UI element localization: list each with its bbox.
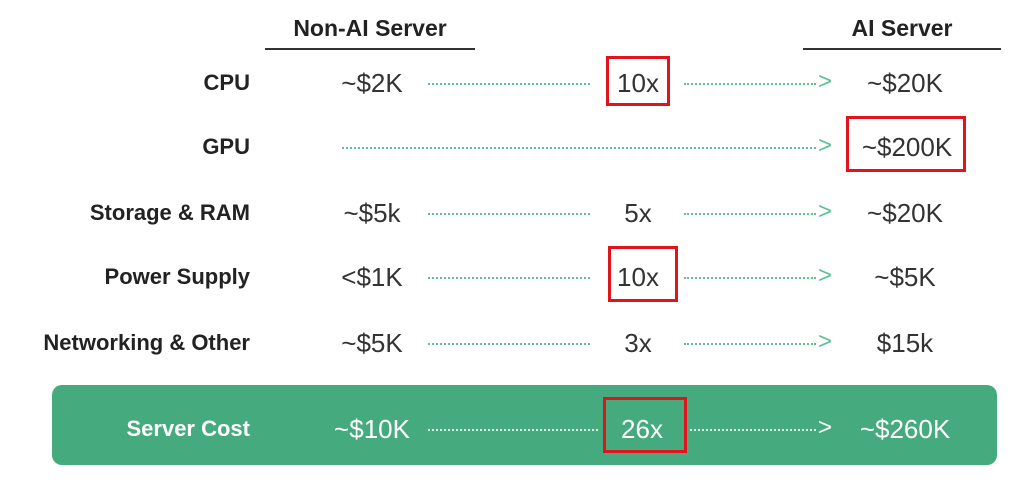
highlight-box bbox=[608, 246, 678, 302]
arrow-head-icon: > bbox=[818, 132, 833, 159]
storage-ram-row: Storage & RAM ~$5k 5x > ~$20K bbox=[0, 188, 1018, 238]
highlight-box bbox=[606, 56, 670, 106]
dotted-connector bbox=[428, 277, 590, 279]
dotted-connector bbox=[684, 343, 816, 345]
non-ai-value: ~$5K bbox=[341, 328, 403, 358]
dotted-connector bbox=[690, 429, 816, 431]
server-cost-bar bbox=[52, 385, 997, 465]
multiplier-value: 10x bbox=[617, 68, 659, 98]
ai-value: ~$200K bbox=[861, 132, 953, 162]
cpu-row: CPU ~$2K 10x > ~$20K bbox=[0, 58, 1018, 108]
multiplier-value: 3x bbox=[624, 328, 652, 358]
arrow-head-icon: > bbox=[818, 198, 833, 225]
server-cost-row: Server Cost ~$10K 26x > ~$260K bbox=[0, 404, 1018, 454]
multiplier-value: 10x bbox=[617, 262, 659, 292]
multiplier-value: 5x bbox=[624, 198, 652, 228]
dotted-connector bbox=[684, 83, 816, 85]
row-label: GPU bbox=[202, 134, 250, 159]
ai-value: ~$5K bbox=[874, 262, 936, 292]
arrow-head-icon: > bbox=[818, 68, 833, 95]
highlight-box bbox=[603, 397, 687, 453]
ai-value: ~$20K bbox=[867, 68, 943, 98]
row-label: Power Supply bbox=[104, 264, 250, 289]
non-ai-value: ~$10K bbox=[334, 414, 410, 444]
row-label: Server Cost bbox=[126, 416, 250, 441]
highlight-box bbox=[846, 116, 966, 172]
dotted-connector bbox=[342, 147, 816, 149]
ai-value: ~$260K bbox=[859, 414, 951, 444]
dotted-connector bbox=[428, 343, 590, 345]
dotted-connector bbox=[684, 213, 816, 215]
dotted-connector bbox=[684, 277, 816, 279]
dotted-connector bbox=[428, 83, 590, 85]
networking-other-row: Networking & Other ~$5K 3x > $15k bbox=[0, 318, 1018, 368]
ai-value: $15k bbox=[876, 328, 934, 358]
dotted-connector bbox=[428, 429, 598, 431]
row-label: Storage & RAM bbox=[89, 200, 250, 225]
non-ai-value: <$1K bbox=[341, 262, 403, 292]
arrow-head-icon: > bbox=[818, 262, 833, 289]
ai-value: ~$20K bbox=[867, 198, 943, 228]
dotted-connector bbox=[428, 213, 590, 215]
non-ai-value: ~$2K bbox=[341, 68, 403, 98]
row-label: Networking & Other bbox=[43, 330, 250, 355]
gpu-row: GPU > ~$200K bbox=[0, 122, 1018, 172]
arrow-head-icon: > bbox=[818, 414, 833, 441]
multiplier-value: 26x bbox=[621, 414, 663, 444]
row-label: CPU bbox=[203, 70, 250, 95]
non-ai-server-header: Non-AI Server bbox=[265, 12, 475, 50]
non-ai-value: ~$5k bbox=[343, 198, 401, 228]
ai-server-header: AI Server bbox=[803, 12, 1001, 50]
power-supply-row: Power Supply <$1K 10x > ~$5K bbox=[0, 252, 1018, 302]
arrow-head-icon: > bbox=[818, 328, 833, 355]
